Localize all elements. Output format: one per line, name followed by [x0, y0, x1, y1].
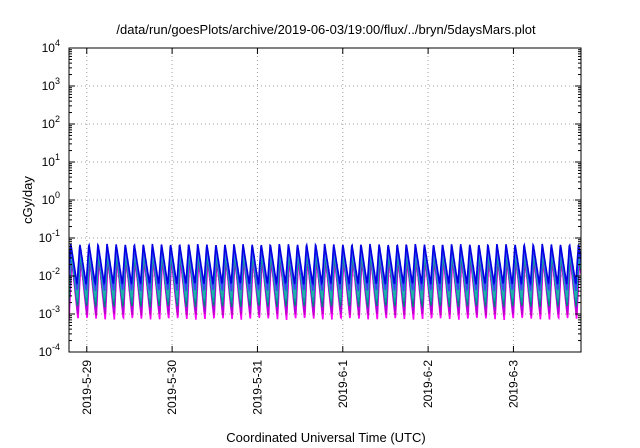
- y-tick-exponent: 2: [55, 114, 60, 124]
- y-tick-label: 10-1: [39, 228, 60, 245]
- y-tick-label: 10-3: [39, 304, 60, 321]
- y-tick-label: 10-2: [39, 266, 60, 283]
- x-tick-label: 2019-5-30: [165, 360, 179, 415]
- y-tick-label: 101: [42, 152, 60, 169]
- y-tick-base: 10: [39, 231, 53, 245]
- x-axis: 2019-5-29 2019-5-30 2019-5-31 2019-6-1 2019-…: [80, 48, 520, 415]
- x-tick-label: 2019-5-31: [250, 360, 264, 415]
- y-tick-base: 10: [42, 117, 56, 131]
- y-tick-base: 10: [42, 193, 56, 207]
- series-line: [69, 242, 581, 287]
- y-axis-label: cGy/day: [20, 176, 35, 224]
- y-tick-label: 104: [42, 38, 60, 55]
- chart-title: /data/run/goesPlots/archive/2019-06-03/1…: [116, 22, 536, 37]
- series-layer: [69, 242, 581, 320]
- y-tick-base: 10: [39, 345, 53, 359]
- y-tick-exponent: -4: [52, 342, 60, 352]
- y-tick-base: 10: [42, 41, 56, 55]
- x-tick-label: 2019-6-1: [336, 360, 350, 408]
- y-tick-base: 10: [39, 307, 53, 321]
- y-tick-base: 10: [42, 155, 56, 169]
- y-tick-exponent: -1: [52, 228, 60, 238]
- y-tick-exponent: 3: [55, 76, 60, 86]
- y-tick-exponent: -3: [52, 304, 60, 314]
- y-tick-label: 100: [42, 190, 60, 207]
- y-tick-exponent: 1: [55, 152, 60, 162]
- y-tick-exponent: 4: [55, 38, 60, 48]
- x-axis-label: Coordinated Universal Time (UTC): [226, 430, 425, 445]
- y-tick-exponent: -2: [52, 266, 60, 276]
- y-tick-label: 10-4: [39, 342, 60, 359]
- y-tick-label: 102: [42, 114, 60, 131]
- y-tick-exponent: 0: [55, 190, 60, 200]
- y-tick-label: 103: [42, 76, 60, 93]
- y-tick-base: 10: [42, 79, 56, 93]
- x-tick-label: 2019-6-2: [421, 360, 435, 408]
- x-tick-label: 2019-5-29: [80, 360, 94, 415]
- x-tick-label: 2019-6-3: [506, 360, 520, 408]
- y-tick-base: 10: [39, 269, 53, 283]
